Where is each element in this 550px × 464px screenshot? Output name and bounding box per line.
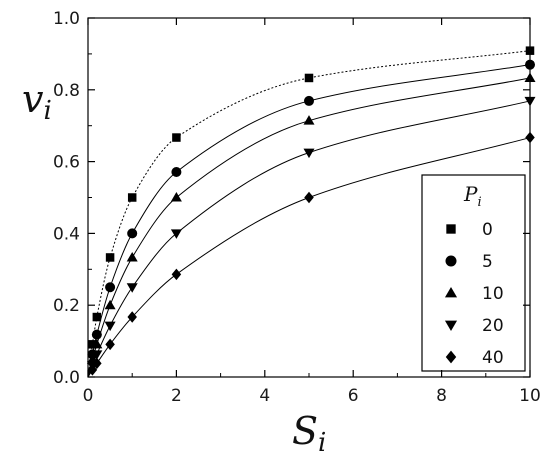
legend-title: Pi — [463, 182, 482, 210]
x-tick-label: 4 — [259, 386, 270, 406]
fit-curve-5 — [87, 64, 531, 378]
y-axis-title: vi — [22, 77, 52, 126]
data-point-0 — [127, 193, 137, 202]
data-point-0 — [105, 253, 115, 262]
y-tick-label: 0.0 — [53, 368, 80, 388]
fit-curve-20 — [87, 100, 531, 378]
data-point-5 — [304, 95, 314, 106]
y-tick-label: 0.6 — [53, 153, 80, 173]
legend-box — [421, 174, 526, 372]
data-point-5 — [105, 282, 116, 293]
data-point-0 — [525, 46, 535, 55]
x-tick-label: 10 — [519, 386, 541, 406]
y-tick-label: 0.2 — [53, 296, 80, 316]
x-tick-label: 2 — [171, 386, 182, 406]
y-tick-label: 0.8 — [53, 81, 80, 101]
legend-label: 40 — [482, 348, 504, 368]
y-tick-label: 0.4 — [53, 224, 80, 244]
data-point-0 — [172, 133, 181, 142]
data-point-40 — [127, 311, 137, 323]
data-point-10 — [170, 192, 182, 202]
data-point-20 — [303, 148, 315, 159]
data-point-0 — [92, 312, 102, 322]
legend-marker-40 — [445, 350, 457, 364]
data-point-20 — [524, 96, 536, 107]
data-point-5 — [91, 329, 102, 340]
legend-marker-0 — [446, 224, 456, 234]
data-point-10 — [104, 299, 116, 310]
legend-marker-10 — [444, 286, 458, 298]
data-point-40 — [304, 191, 314, 204]
legend-label: 0 — [482, 220, 493, 240]
y-tick-label: 1.0 — [53, 9, 80, 29]
legend-label: 10 — [482, 284, 504, 304]
data-point-20 — [126, 283, 138, 293]
legend-label: 20 — [482, 316, 504, 336]
legend: Pi 0 5 10 20 40 — [421, 174, 526, 372]
data-point-10 — [524, 72, 536, 82]
data-point-0 — [88, 340, 97, 349]
data-point-5 — [525, 59, 535, 70]
data-point-10 — [303, 115, 315, 125]
data-point-10 — [126, 251, 138, 262]
data-point-40 — [525, 131, 535, 144]
data-point-40 — [87, 364, 98, 376]
data-point-40 — [92, 357, 102, 370]
x-tick-label: 6 — [348, 386, 359, 406]
data-point-20 — [170, 229, 182, 239]
x-tick-label: 0 — [83, 386, 94, 406]
data-point-10 — [91, 338, 103, 349]
legend-marker-5 — [445, 255, 457, 267]
data-point-0 — [304, 73, 314, 83]
legend-label: 5 — [482, 252, 493, 272]
axis-ticks: 0 2 4 6 8 10 0.0 0.2 0.4 0.6 0.8 1.0 — [53, 9, 541, 406]
x-axis-title: Si — [292, 409, 326, 458]
data-point-20 — [104, 321, 116, 332]
x-tick-label: 8 — [436, 386, 447, 406]
data-point-5 — [127, 228, 138, 239]
data-point-40 — [171, 268, 182, 281]
data-point-20 — [91, 350, 103, 360]
data-point-5 — [171, 167, 182, 178]
data-point-40 — [105, 338, 115, 351]
data-markers — [86, 46, 536, 376]
legend-marker-20 — [444, 320, 458, 332]
